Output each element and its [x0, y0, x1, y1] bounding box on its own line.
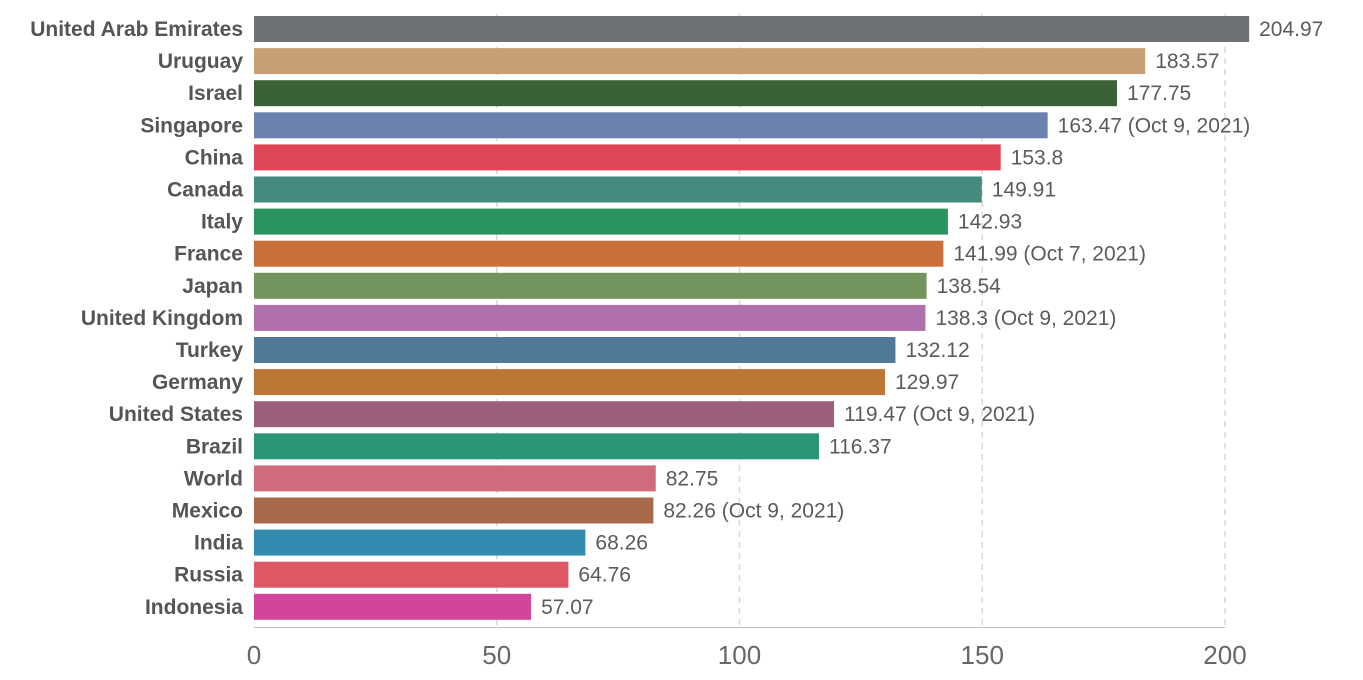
category-label: Israel: [188, 82, 243, 105]
value-label: 138.54: [937, 275, 1002, 298]
category-label: Russia: [174, 564, 243, 587]
category-label: France: [174, 243, 243, 266]
value-label: 177.75: [1127, 82, 1191, 105]
value-label: 141.99 (Oct 7, 2021): [953, 243, 1146, 266]
category-label: Uruguay: [158, 50, 244, 73]
bars-layer: [254, 16, 1250, 620]
value-label: 204.97: [1259, 18, 1323, 41]
bar-china: [254, 144, 1001, 171]
bar-russia: [254, 561, 569, 588]
value-label: 119.47 (Oct 9, 2021): [844, 403, 1035, 426]
bar-uruguay: [254, 48, 1146, 75]
category-label: Brazil: [186, 435, 243, 458]
bar-united-states: [254, 401, 835, 428]
x-tick-label: 0: [247, 640, 261, 670]
value-label: 129.97: [895, 371, 959, 394]
category-label: World: [184, 467, 243, 490]
x-tick-label: 100: [718, 640, 761, 670]
bar-israel: [254, 80, 1117, 107]
bar-world: [254, 465, 656, 492]
bar-turkey: [254, 337, 896, 363]
category-label: Indonesia: [145, 596, 243, 619]
category-label: United Kingdom: [81, 307, 243, 330]
x-axis: 0 50 100 150 200: [247, 627, 1247, 670]
value-label: 82.75: [666, 467, 719, 490]
bar-france: [254, 240, 944, 267]
category-label: United States: [109, 403, 243, 426]
category-label: United Arab Emirates: [30, 18, 243, 41]
value-label: 116.37: [829, 435, 892, 458]
category-label: Germany: [152, 371, 243, 394]
bar-indonesia: [254, 593, 532, 620]
value-label: 163.47 (Oct 9, 2021): [1058, 114, 1251, 137]
value-label: 183.57: [1155, 50, 1219, 73]
category-label: Canada: [167, 179, 243, 202]
value-label: 68.26: [595, 532, 648, 555]
bar-united-kingdom: [254, 304, 926, 331]
category-label: Japan: [182, 275, 243, 298]
category-label: Italy: [201, 211, 243, 234]
value-label: 153.8: [1011, 146, 1064, 169]
bar-japan: [254, 272, 927, 299]
bar-united-arab-emirates: [254, 16, 1250, 42]
category-label: China: [185, 146, 244, 169]
value-label: 149.91: [992, 179, 1056, 202]
category-label: India: [194, 532, 243, 555]
value-label: 142.93: [958, 211, 1022, 234]
value-label: 132.12: [905, 339, 969, 362]
bar-mexico: [254, 497, 654, 524]
labels-layer: United Arab Emirates 204.97 Uruguay 183.57 I…: [30, 18, 1323, 619]
bar-brazil: [254, 433, 819, 460]
x-tick-label: 150: [961, 640, 1004, 670]
category-label: Turkey: [176, 339, 244, 362]
bar-germany: [254, 369, 886, 396]
category-label: Mexico: [172, 500, 243, 523]
x-tick-label: 50: [482, 640, 511, 670]
bar-canada: [254, 176, 982, 203]
value-label: 138.3 (Oct 9, 2021): [935, 307, 1116, 330]
bar-italy: [254, 208, 948, 235]
x-tick-label: 200: [1203, 640, 1246, 670]
value-label: 57.07: [541, 596, 594, 619]
value-label: 82.26 (Oct 9, 2021): [663, 500, 844, 523]
bar-india: [254, 529, 586, 556]
bar-singapore: [254, 112, 1048, 139]
value-label: 64.76: [578, 564, 631, 587]
category-label: Singapore: [140, 114, 243, 137]
